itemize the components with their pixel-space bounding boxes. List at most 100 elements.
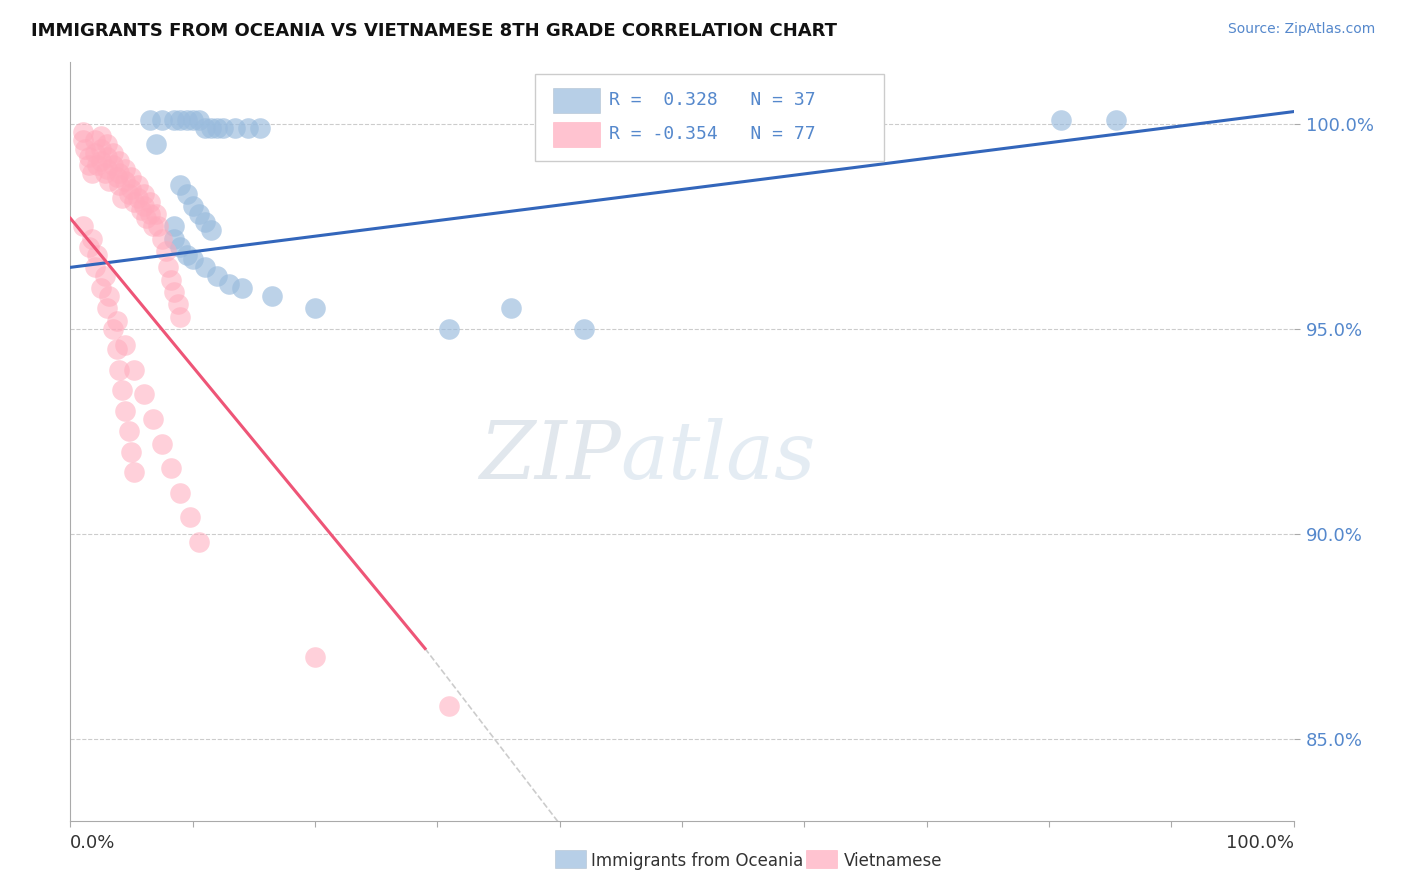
- Point: [114, 404, 136, 418]
- Point: [108, 178, 131, 193]
- Point: [114, 174, 136, 188]
- Point: [157, 260, 180, 275]
- Point: [179, 510, 201, 524]
- Point: [96, 301, 118, 316]
- Text: Vietnamese: Vietnamese: [844, 852, 942, 870]
- Text: 0.0%: 0.0%: [70, 834, 115, 852]
- Point: [135, 211, 157, 226]
- Point: [231, 281, 253, 295]
- Point: [98, 289, 121, 303]
- Point: [262, 289, 284, 303]
- Point: [155, 244, 177, 258]
- Point: [105, 313, 128, 327]
- Text: ZIP: ZIP: [479, 418, 621, 495]
- Point: [93, 166, 115, 180]
- Point: [163, 285, 186, 299]
- Point: [142, 412, 165, 426]
- Point: [101, 145, 124, 160]
- Point: [96, 137, 118, 152]
- Point: [73, 141, 96, 155]
- Point: [83, 260, 105, 275]
- Point: [111, 384, 134, 398]
- Point: [200, 223, 222, 237]
- Point: [121, 182, 143, 196]
- Point: [169, 240, 191, 254]
- Point: [205, 268, 228, 283]
- Point: [72, 133, 94, 147]
- Point: [187, 535, 209, 549]
- Point: [108, 166, 131, 180]
- Point: [145, 207, 167, 221]
- Point: [205, 121, 228, 136]
- Point: [86, 248, 108, 262]
- Point: [139, 207, 162, 221]
- Point: [194, 121, 217, 136]
- Point: [145, 137, 167, 152]
- FancyBboxPatch shape: [554, 88, 600, 113]
- Point: [236, 121, 259, 136]
- Point: [72, 125, 94, 139]
- Bar: [806, 850, 837, 868]
- Point: [304, 649, 326, 664]
- Point: [176, 186, 198, 201]
- Point: [77, 240, 100, 254]
- Point: [98, 174, 121, 188]
- Point: [150, 232, 173, 246]
- Point: [83, 133, 105, 147]
- Point: [163, 219, 186, 234]
- Point: [114, 161, 136, 176]
- Point: [169, 178, 191, 193]
- Point: [176, 112, 198, 127]
- Point: [139, 112, 162, 127]
- Point: [90, 129, 112, 144]
- Point: [105, 170, 128, 185]
- Text: IMMIGRANTS FROM OCEANIA VS VIETNAMESE 8TH GRADE CORRELATION CHART: IMMIGRANTS FROM OCEANIA VS VIETNAMESE 8T…: [31, 22, 837, 40]
- Point: [90, 141, 112, 155]
- Point: [142, 219, 165, 234]
- Point: [127, 191, 149, 205]
- Text: Source: ZipAtlas.com: Source: ZipAtlas.com: [1227, 22, 1375, 37]
- Text: atlas: atlas: [621, 418, 815, 495]
- Point: [114, 338, 136, 352]
- Point: [167, 297, 190, 311]
- Point: [121, 444, 143, 458]
- Point: [77, 150, 100, 164]
- Text: 100.0%: 100.0%: [1226, 834, 1294, 852]
- Point: [93, 268, 115, 283]
- Point: [122, 194, 145, 209]
- Point: [194, 215, 217, 229]
- Point: [439, 322, 461, 336]
- Point: [108, 363, 131, 377]
- Point: [72, 219, 94, 234]
- Point: [499, 301, 522, 316]
- Point: [187, 112, 209, 127]
- Point: [96, 161, 118, 176]
- Point: [122, 465, 145, 479]
- Point: [176, 248, 198, 262]
- Text: Immigrants from Oceania: Immigrants from Oceania: [591, 852, 803, 870]
- Point: [122, 363, 145, 377]
- Point: [249, 121, 271, 136]
- Point: [96, 150, 118, 164]
- Point: [121, 170, 143, 185]
- Point: [159, 461, 181, 475]
- Point: [148, 219, 170, 234]
- Point: [181, 112, 204, 127]
- Point: [132, 387, 155, 401]
- FancyBboxPatch shape: [536, 74, 884, 161]
- Point: [83, 145, 105, 160]
- Point: [86, 158, 108, 172]
- Point: [194, 260, 217, 275]
- FancyBboxPatch shape: [554, 122, 600, 147]
- Point: [163, 232, 186, 246]
- Point: [169, 485, 191, 500]
- Point: [101, 158, 124, 172]
- Point: [187, 207, 209, 221]
- Point: [1050, 112, 1073, 127]
- Point: [77, 158, 100, 172]
- Point: [181, 252, 204, 267]
- Point: [572, 322, 595, 336]
- Point: [169, 310, 191, 324]
- Point: [304, 301, 326, 316]
- Point: [82, 232, 104, 246]
